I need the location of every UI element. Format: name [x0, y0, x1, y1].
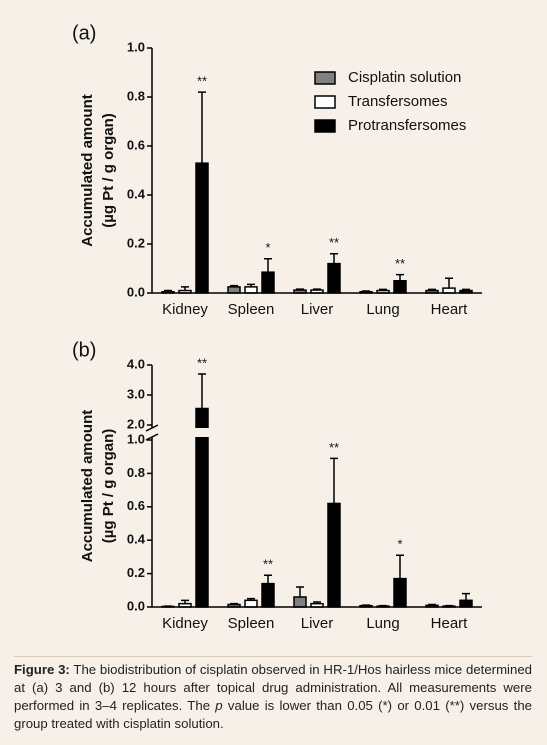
y-axis-label: Accumulated amount: [79, 94, 96, 247]
error-bar: [379, 604, 387, 607]
y-tick-label: 0.4: [127, 186, 146, 201]
y-axis-label: (µg Pt / g organ): [100, 429, 117, 543]
break-mark: [145, 424, 159, 441]
y-tick-label: 0.0: [127, 598, 145, 613]
bar: [195, 162, 209, 294]
significance-label: **: [329, 235, 339, 250]
error-bar: [264, 257, 272, 273]
y-tick-label: 0.0: [127, 284, 145, 299]
x-tick-label: Lung: [366, 615, 399, 632]
x-tick-label: Heart: [431, 615, 469, 632]
caption-text: The biodistribution of cisplatin observe…: [14, 662, 532, 713]
caption-label: Figure 3:: [14, 662, 70, 677]
bar: [393, 280, 407, 294]
error-bar: [230, 602, 238, 605]
y-tick-label: 4.0: [127, 356, 145, 371]
y-tick-label: 0.2: [127, 235, 145, 250]
legend-swatch: [314, 119, 336, 133]
x-tick-label: Heart: [431, 301, 469, 318]
bar: [244, 599, 258, 608]
error-bar: [330, 457, 338, 504]
significance-label: **: [197, 74, 207, 89]
error-bar: [379, 288, 387, 291]
caption: Figure 3: The biodistribution of cisplat…: [14, 656, 532, 733]
error-bar: [181, 599, 189, 604]
bar: [327, 262, 341, 294]
legend-label: Protransfersomes: [348, 117, 466, 134]
error-bar: [313, 601, 321, 604]
x-tick-label: Kidney: [162, 615, 208, 632]
significance-label: *: [397, 537, 402, 552]
error-bar: [462, 592, 470, 601]
error-bar: [313, 288, 321, 291]
error-bar: [428, 603, 436, 606]
error-bar: [230, 284, 238, 287]
y-tick-label: 0.6: [127, 498, 145, 513]
bar: [195, 407, 209, 608]
caption-italic: p: [215, 698, 223, 713]
error-bar: [264, 574, 272, 584]
significance-label: **: [329, 440, 339, 455]
error-bar: [445, 277, 453, 289]
y-axis-label: (µg Pt / g organ): [100, 113, 117, 227]
y-tick-label: 0.8: [127, 88, 145, 103]
error-bar: [247, 597, 255, 601]
error-bar: [445, 604, 453, 607]
legend-label: Cisplatin solution: [348, 69, 461, 86]
panel-label: (a): [72, 22, 96, 44]
error-bar: [181, 286, 189, 291]
legend-swatch: [314, 71, 336, 85]
error-bar: [396, 554, 404, 579]
error-bar: [198, 91, 206, 164]
x-tick-label: Kidney: [162, 301, 208, 318]
axis-break-gap: [153, 428, 482, 437]
x-tick-label: Lung: [366, 301, 399, 318]
bar: [261, 271, 275, 294]
significance-label: *: [265, 240, 270, 255]
y-tick-label: 1.0: [127, 39, 145, 54]
significance-label: **: [197, 355, 207, 370]
caption-text: value is lower than 0.05 (*) or 0.01 (**…: [14, 698, 532, 731]
y-tick-label: 2.0: [127, 416, 145, 431]
error-bar: [247, 283, 255, 287]
x-tick-label: Liver: [301, 615, 334, 632]
error-bar: [396, 273, 404, 281]
figure: (a)Accumulated amount (µg Pt / g organ)0.…: [72, 22, 482, 632]
bar: [261, 582, 275, 608]
bar: [393, 577, 407, 608]
y-tick-label: 0.8: [127, 465, 145, 480]
legend-label: Transfersomes: [348, 93, 447, 110]
x-tick-label: Spleen: [228, 615, 275, 632]
bar: [244, 286, 258, 294]
y-tick-label: 0.6: [127, 137, 145, 152]
y-tick-label: 0.2: [127, 565, 145, 580]
panel-label: (b): [72, 339, 96, 361]
y-tick-label: 0.4: [127, 532, 146, 547]
error-bar: [198, 373, 206, 409]
bar: [327, 502, 341, 608]
error-bar: [330, 253, 338, 264]
bar: [227, 286, 241, 294]
error-bar: [362, 604, 370, 606]
x-tick-label: Liver: [301, 301, 334, 318]
error-bar: [362, 290, 370, 292]
error-bar: [428, 288, 436, 291]
significance-label: **: [263, 557, 273, 572]
error-bar: [296, 288, 304, 291]
error-bar: [164, 289, 172, 292]
error-bar: [462, 288, 470, 291]
error-bar: [296, 586, 304, 597]
y-tick-label: 1.0: [127, 431, 145, 446]
y-axis-label: Accumulated amount: [79, 410, 96, 563]
x-tick-label: Spleen: [228, 301, 275, 318]
bar: [459, 599, 473, 608]
y-tick-label: 3.0: [127, 386, 145, 401]
legend-swatch: [314, 95, 336, 109]
significance-label: **: [395, 256, 405, 271]
bar: [293, 596, 307, 608]
